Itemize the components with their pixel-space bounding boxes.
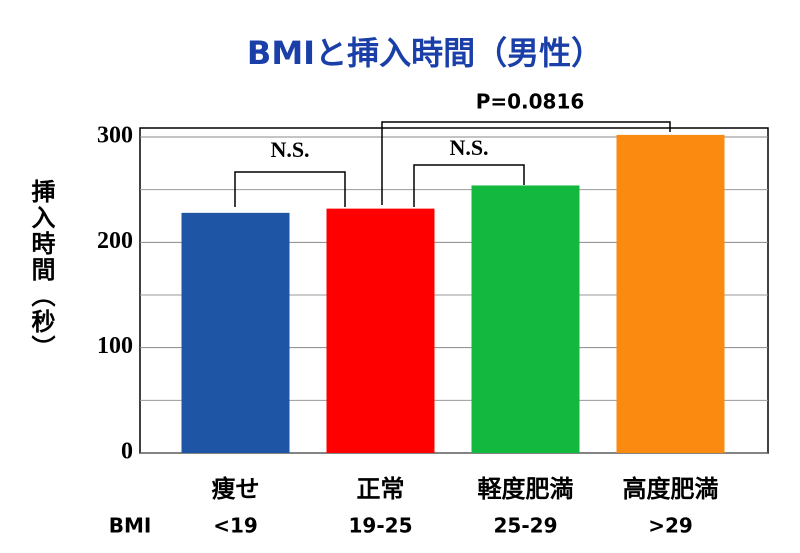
bar — [181, 212, 290, 453]
annotation: N.S. — [270, 137, 309, 162]
annotation: P=0.0816 — [476, 90, 585, 114]
bmi-range: 25-29 — [494, 514, 558, 538]
chart-title: BMIと挿入時間（男性） — [247, 34, 603, 72]
y-tick-label: 100 — [97, 333, 133, 359]
y-tick-label: 0 — [121, 439, 133, 465]
x-tick-label: 高度肥満 — [623, 475, 719, 503]
y-tick-label: 200 — [97, 228, 133, 254]
bracket — [381, 121, 671, 205]
bar — [471, 185, 580, 453]
y-axis-label: 挿入時間（秒） — [27, 179, 55, 361]
bmi-range: <19 — [213, 514, 258, 538]
bmi-range: >29 — [648, 514, 693, 538]
bar — [616, 134, 725, 454]
bmi-range: 19-25 — [349, 514, 413, 538]
x-tick-label: 正常 — [357, 475, 405, 503]
annotation: N.S. — [449, 135, 488, 160]
bar — [326, 208, 435, 453]
bracket — [413, 164, 525, 207]
bracket — [234, 171, 346, 207]
x-tick-label: 軽度肥満 — [478, 475, 574, 503]
x-tick-label: 痩せ — [212, 475, 260, 503]
bmi-label: BMI — [109, 514, 152, 538]
y-tick-label: 300 — [97, 123, 133, 149]
